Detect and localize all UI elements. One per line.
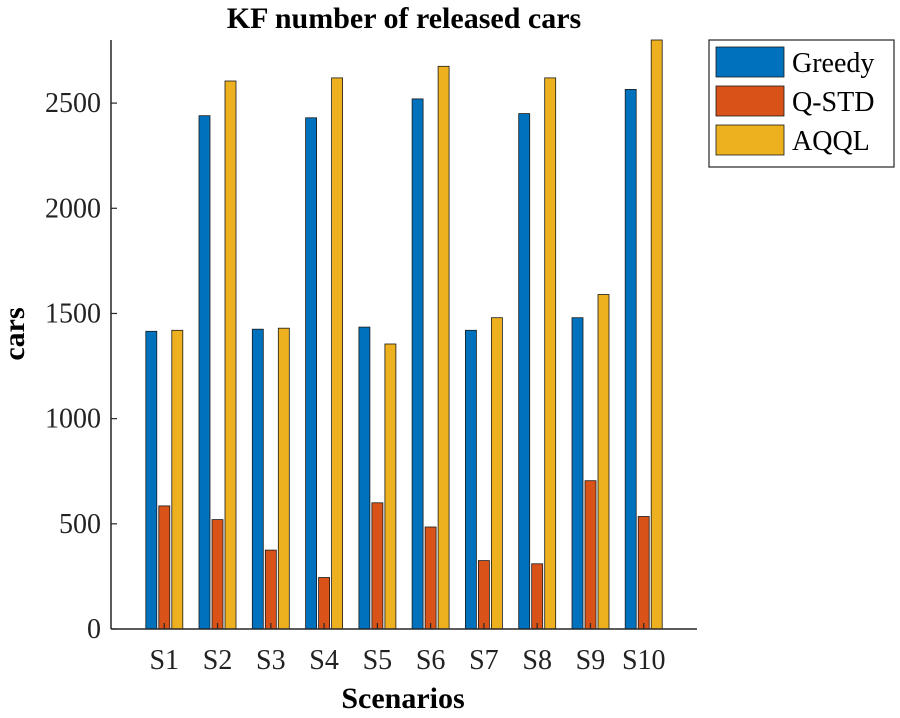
bar-greedy-s7 bbox=[464, 329, 477, 630]
bar-aqql-s2 bbox=[224, 80, 237, 630]
y-tick-label: 1500 bbox=[45, 298, 101, 329]
bar-aqql-s7 bbox=[490, 317, 503, 630]
bar-q-std-s10 bbox=[637, 516, 650, 630]
bar-greedy-s1 bbox=[145, 330, 158, 630]
y-tick-label: 2000 bbox=[45, 193, 101, 224]
bar-q-std-s6 bbox=[424, 526, 437, 630]
bar-greedy-s6 bbox=[411, 98, 424, 630]
bar-q-std-s4 bbox=[318, 577, 331, 630]
x-tick-label: S8 bbox=[522, 645, 552, 676]
bars-group bbox=[145, 39, 663, 630]
bar-aqql-s6 bbox=[437, 65, 450, 630]
bar-greedy-s5 bbox=[358, 326, 371, 630]
x-tick-label: S7 bbox=[469, 645, 499, 676]
legend-swatch-greedy bbox=[715, 46, 785, 78]
bar-q-std-s7 bbox=[477, 560, 490, 630]
bar-aqql-s10 bbox=[650, 39, 663, 630]
bar-q-std-s9 bbox=[584, 480, 597, 630]
bar-q-std-s3 bbox=[264, 549, 277, 630]
y-tick-label: 1000 bbox=[45, 404, 101, 435]
x-tick-label: S5 bbox=[363, 645, 393, 676]
bar-aqql-s8 bbox=[544, 77, 557, 630]
bar-aqql-s1 bbox=[171, 329, 184, 630]
x-axis-label: Scenarios bbox=[341, 682, 464, 715]
bar-q-std-s5 bbox=[371, 502, 384, 630]
x-tick-label: S2 bbox=[203, 645, 233, 676]
bar-q-std-s1 bbox=[158, 505, 171, 630]
legend: Greedy Q-STD AQQL bbox=[708, 39, 895, 168]
x-tick-label: S4 bbox=[309, 645, 339, 676]
legend-label-aqql: AQQL bbox=[792, 126, 870, 157]
x-tick-label: S1 bbox=[149, 645, 179, 676]
legend-swatch-q-std bbox=[715, 85, 785, 117]
legend-label-greedy: Greedy bbox=[792, 48, 874, 79]
bar-q-std-s8 bbox=[531, 563, 544, 630]
bar-aqql-s3 bbox=[277, 327, 290, 630]
x-tick-label: S9 bbox=[576, 645, 606, 676]
y-tick-label: 2500 bbox=[45, 88, 101, 119]
bar-greedy-s3 bbox=[251, 328, 264, 630]
y-tick-label: 0 bbox=[87, 614, 101, 645]
x-tick-label: S3 bbox=[256, 645, 286, 676]
bar-greedy-s9 bbox=[571, 317, 584, 630]
bar-greedy-s10 bbox=[624, 89, 637, 630]
y-tick-label: 500 bbox=[59, 509, 101, 540]
bar-greedy-s2 bbox=[198, 115, 211, 630]
bar-greedy-s4 bbox=[305, 117, 318, 630]
bar-greedy-s8 bbox=[518, 113, 531, 630]
x-ticks-group: S1 S2 S3 S4 S5 S6 S7 S8 S9 S10 bbox=[149, 623, 666, 676]
legend-swatch-aqql bbox=[715, 124, 785, 156]
x-tick-label: S6 bbox=[416, 645, 446, 676]
x-tick-label: S10 bbox=[622, 645, 666, 676]
legend-label-q-std: Q-STD bbox=[792, 87, 874, 118]
y-axis-label: cars bbox=[0, 307, 31, 360]
bar-q-std-s2 bbox=[211, 519, 224, 630]
bar-aqql-s4 bbox=[331, 77, 344, 630]
bar-aqql-s9 bbox=[597, 294, 610, 630]
bar-aqql-s5 bbox=[384, 343, 397, 630]
y-ticks-group: 0 500 1000 1500 2000 2500 bbox=[45, 88, 117, 645]
chart-title: KF number of released cars bbox=[227, 2, 581, 35]
